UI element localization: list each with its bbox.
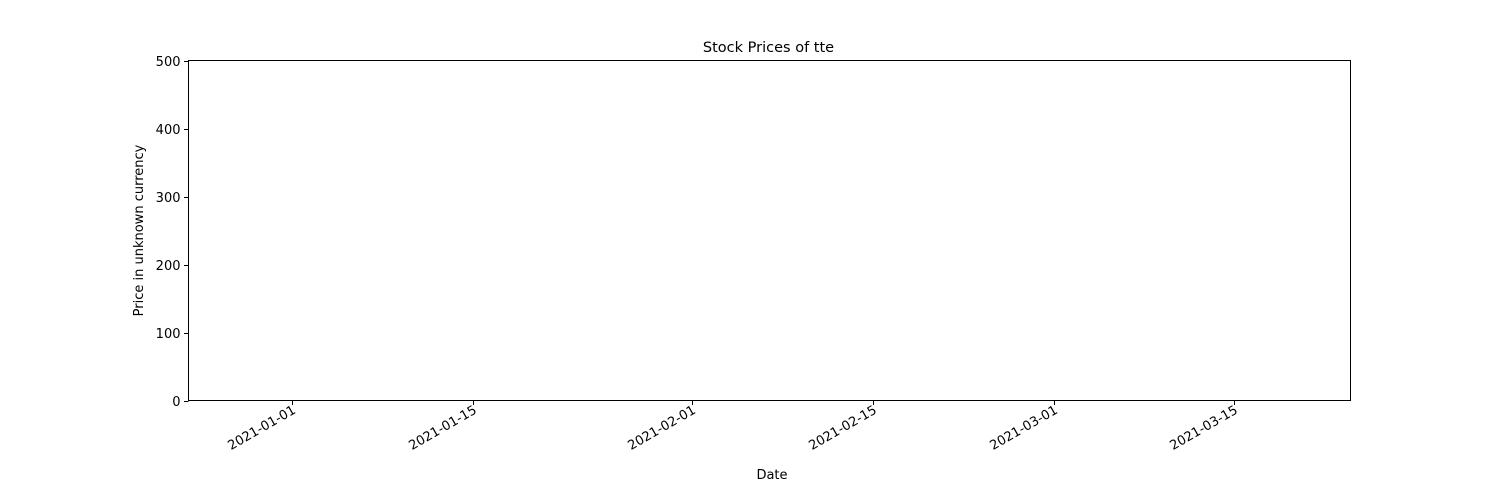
x-axis: 2021-01-01 2021-01-15 2021-02-01 2021-02-15… xyxy=(226,400,1241,454)
chart-title: Stock Prices of tte xyxy=(703,40,834,56)
y-axis: 0 100 200 300 400 500 xyxy=(156,55,189,410)
y-tick-label: 0 xyxy=(172,395,180,410)
x-tick-label: 2021-03-15 xyxy=(1168,403,1241,454)
x-tick-label: 2021-02-15 xyxy=(807,403,880,454)
y-tick-label: 100 xyxy=(156,327,181,342)
y-tick-label: 500 xyxy=(156,55,181,70)
x-axis-label: Date xyxy=(756,468,787,483)
y-tick-label: 200 xyxy=(156,259,181,274)
plot-frame xyxy=(188,60,1351,401)
y-axis-label: Price in unknown currency xyxy=(132,144,147,316)
y-tick-label: 300 xyxy=(156,191,181,206)
y-tick-label: 400 xyxy=(156,123,181,138)
x-tick-label: 2021-01-15 xyxy=(407,403,480,454)
plot-area xyxy=(188,60,1351,401)
x-tick-label: 2021-02-01 xyxy=(626,403,699,454)
x-tick-label: 2021-01-01 xyxy=(226,403,299,454)
x-tick-label: 2021-03-01 xyxy=(988,403,1061,454)
